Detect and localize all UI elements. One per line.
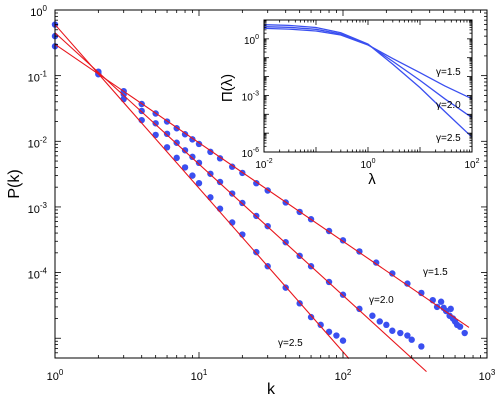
main-plot-frame bbox=[54, 9, 488, 359]
main-series-layer bbox=[51, 21, 470, 373]
data-point bbox=[339, 337, 347, 344]
inset-plot: 10-2 100 102 100 10-3 10-6 λ Π(λ) γ=1.5 γ=2.0… bbox=[219, 19, 480, 188]
data-point bbox=[404, 332, 411, 339]
data-point bbox=[189, 172, 196, 179]
inset-y-tick-label: 10-3 bbox=[242, 90, 259, 103]
inset-y-axis-label: Π(λ) bbox=[219, 74, 236, 102]
data-point bbox=[433, 303, 441, 311]
y-axis-label: P(k) bbox=[6, 169, 23, 198]
data-point bbox=[307, 313, 315, 321]
series-label-gamma-2-0: γ=2.0 bbox=[369, 295, 394, 306]
data-point bbox=[152, 120, 159, 127]
inset-x-tick-label: 102 bbox=[464, 158, 479, 171]
series-label-gamma-2-5: γ=2.5 bbox=[278, 338, 303, 349]
data-point bbox=[181, 147, 189, 154]
data-point bbox=[389, 327, 396, 334]
data-point bbox=[228, 219, 236, 226]
data-point bbox=[369, 312, 376, 319]
x-tick-label: 102 bbox=[335, 368, 352, 383]
data-point bbox=[253, 179, 260, 187]
data-point bbox=[173, 154, 180, 162]
inset-series-label-gamma-2-5: γ=2.5 bbox=[436, 133, 461, 144]
inset-series-label-gamma-2-0: γ=2.0 bbox=[436, 100, 461, 111]
data-point bbox=[138, 107, 145, 115]
data-point bbox=[207, 148, 214, 156]
data-point bbox=[383, 321, 390, 329]
data-point bbox=[437, 298, 445, 305]
x-tick-label: 101 bbox=[191, 368, 208, 383]
data-point bbox=[228, 163, 236, 170]
x-axis-label: k bbox=[267, 381, 276, 398]
inset-y-tick-label: 10-6 bbox=[242, 147, 259, 160]
data-point bbox=[282, 239, 289, 246]
main-plot: 100 101 102 103 100 10-1 10-2 10-3 10-4 k P(k) γ… bbox=[6, 4, 496, 398]
data-point bbox=[181, 164, 189, 171]
inset-tick-labels: 10-2 100 102 100 10-3 10-6 bbox=[242, 34, 480, 171]
inset-series-label-gamma-1-5: γ=1.5 bbox=[436, 67, 461, 78]
data-point bbox=[372, 259, 380, 266]
data-point bbox=[389, 270, 396, 277]
data-point bbox=[397, 329, 404, 337]
data-point bbox=[163, 144, 171, 151]
fit-line bbox=[54, 43, 470, 328]
inset-line bbox=[263, 24, 473, 138]
data-point bbox=[195, 159, 203, 167]
inset-x-tick-label: 10-2 bbox=[255, 158, 272, 171]
data-point bbox=[207, 194, 214, 201]
data-point bbox=[404, 280, 411, 287]
data-point bbox=[408, 336, 415, 343]
inset-x-axis-label: λ bbox=[368, 171, 376, 188]
data-point bbox=[418, 289, 425, 297]
x-tick-label: 103 bbox=[479, 368, 496, 383]
data-point bbox=[216, 205, 224, 212]
data-point bbox=[317, 321, 324, 329]
data-point bbox=[453, 321, 461, 329]
inset-series-layer bbox=[263, 24, 473, 138]
data-point bbox=[195, 179, 203, 187]
data-point bbox=[449, 315, 457, 322]
data-point bbox=[376, 318, 383, 325]
data-point bbox=[195, 140, 203, 148]
main-ticks bbox=[54, 9, 488, 358]
y-tick-label: 100 bbox=[30, 4, 47, 19]
fit-line bbox=[54, 32, 427, 373]
inset-y-tick-label: 100 bbox=[244, 34, 259, 47]
y-tick-label: 10-2 bbox=[28, 135, 48, 150]
inset-x-tick-label: 100 bbox=[360, 158, 375, 171]
series-label-gamma-1-5: γ=1.5 bbox=[423, 267, 448, 278]
data-point bbox=[173, 139, 180, 146]
data-point bbox=[356, 305, 363, 313]
data-point bbox=[418, 343, 425, 350]
y-tick-label: 10-3 bbox=[28, 201, 48, 216]
data-point bbox=[163, 130, 171, 138]
main-tick-labels: 100 101 102 103 100 10-1 10-2 10-3 10-4 bbox=[28, 4, 496, 383]
data-point bbox=[253, 248, 260, 256]
y-tick-label: 10-4 bbox=[28, 267, 48, 282]
data-point bbox=[461, 329, 468, 337]
data-point bbox=[216, 178, 224, 186]
data-point bbox=[447, 305, 454, 313]
inset-ticks bbox=[263, 19, 473, 153]
y-tick-label: 10-1 bbox=[28, 70, 48, 85]
inset-background bbox=[264, 20, 472, 152]
data-point bbox=[333, 332, 340, 339]
data-point bbox=[189, 153, 196, 161]
fit-line bbox=[54, 24, 350, 359]
x-tick-label: 100 bbox=[47, 368, 64, 383]
